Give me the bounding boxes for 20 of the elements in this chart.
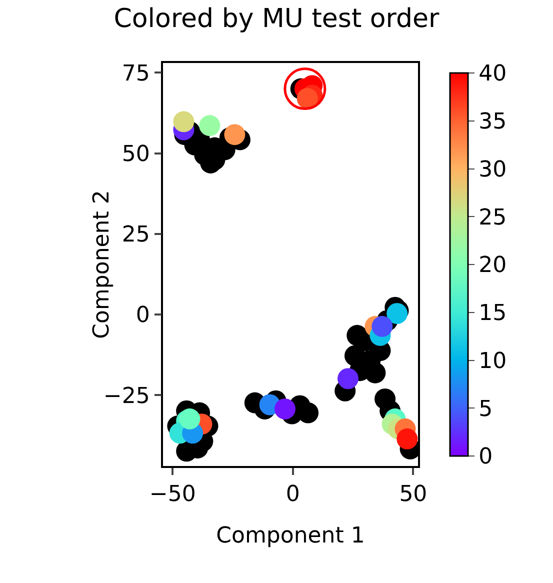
y-axis-title: Component 2 — [90, 190, 114, 339]
y-tick-label: 50 — [122, 142, 150, 167]
x-tick-label: 0 — [286, 482, 300, 508]
color-bar-label: 35 — [478, 110, 507, 135]
color-bar-label: 30 — [478, 157, 507, 182]
x-axis-title: Component 1 — [216, 524, 365, 548]
color-bar-label: 40 — [478, 62, 507, 87]
color-bar-label: 5 — [478, 396, 493, 422]
color-bar-label: 10 — [478, 348, 507, 374]
color-bar-label: 25 — [478, 205, 507, 230]
y-tick-label: 75 — [122, 61, 150, 86]
x-tick-label: −50 — [149, 482, 196, 508]
y-tick-label: −25 — [103, 384, 150, 409]
chart-title: Colored by MU test order — [114, 4, 440, 34]
y-tick-label: 25 — [122, 222, 150, 248]
color-bar-label: 0 — [478, 444, 493, 470]
x-tick-label: 50 — [399, 482, 428, 508]
y-tick-label: 0 — [136, 303, 150, 328]
color-bar-label: 20 — [478, 253, 507, 278]
color-bar-label: 15 — [478, 301, 507, 326]
